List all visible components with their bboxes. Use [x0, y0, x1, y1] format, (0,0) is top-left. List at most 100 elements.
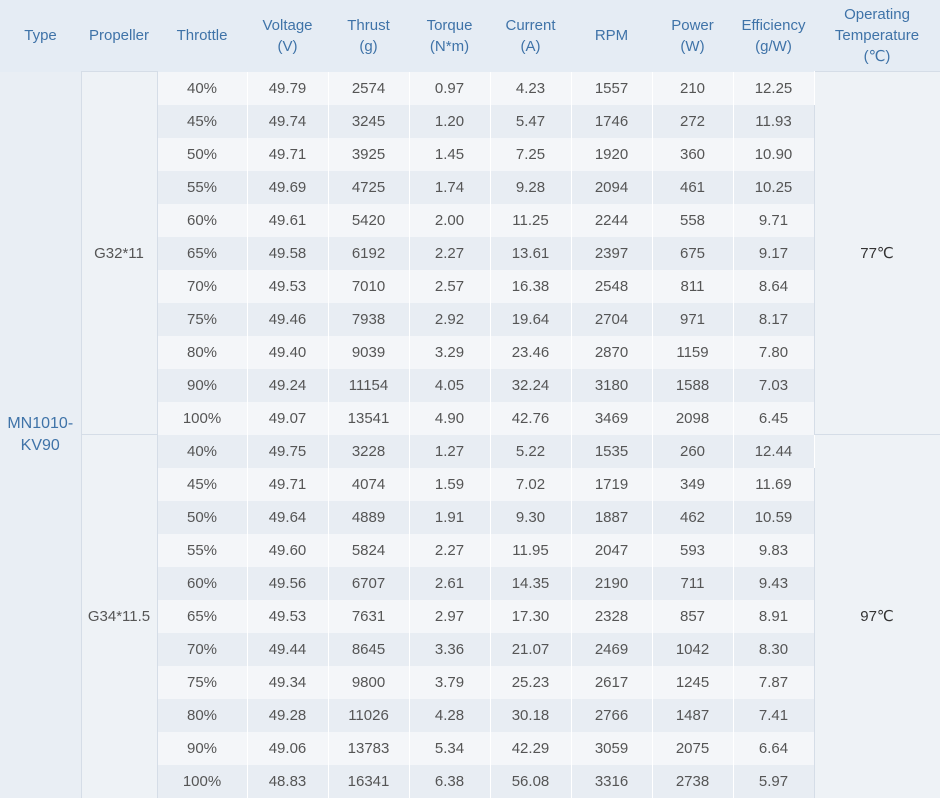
efficiency-cell: 5.97 — [733, 764, 815, 798]
column-header-voltage-line2: (V) — [277, 37, 298, 55]
rpm-cell: 2548 — [571, 269, 653, 303]
voltage-cell: 49.44 — [247, 632, 329, 666]
voltage-cell: 49.07 — [247, 401, 329, 435]
propeller-cell: G32*11 — [81, 71, 158, 435]
column-header-rpm-line1: RPM — [594, 27, 629, 45]
voltage-cell: 49.74 — [247, 104, 329, 138]
rpm-cell: 3469 — [571, 401, 653, 435]
thrust-cell: 13541 — [328, 401, 410, 435]
throttle-cell: 45% — [156, 467, 248, 501]
operating-temperature-cell: 97℃ — [813, 434, 940, 798]
voltage-cell: 49.06 — [247, 731, 329, 765]
current-cell: 7.25 — [490, 137, 572, 171]
torque-cell: 4.90 — [409, 401, 491, 435]
voltage-cell: 49.53 — [247, 599, 329, 633]
rpm-cell: 2094 — [571, 170, 653, 204]
efficiency-cell: 8.64 — [733, 269, 815, 303]
type-cell: MN1010- KV90 — [0, 71, 82, 798]
efficiency-cell: 9.71 — [733, 203, 815, 237]
current-cell: 9.28 — [490, 170, 572, 204]
rpm-cell: 1557 — [571, 71, 653, 105]
table-row: 55% 49.69 4725 1.74 9.28 2094 461 10.25 — [0, 170, 940, 204]
table-row: G34*11.5 40% 49.75 3228 1.27 5.22 1535 260 12.44… — [0, 434, 940, 798]
throttle-cell: 80% — [156, 698, 248, 732]
column-header-efficiency-line1: Efficiency — [741, 16, 806, 34]
throttle-cell: 70% — [156, 269, 248, 303]
torque-cell: 2.97 — [409, 599, 491, 633]
torque-cell: 1.91 — [409, 500, 491, 534]
rpm-cell: 2870 — [571, 335, 653, 369]
torque-cell: 5.34 — [409, 731, 491, 765]
voltage-cell: 49.34 — [247, 665, 329, 699]
table-row: 80% 49.40 9039 3.29 23.46 2870 1159 7.80 — [0, 335, 940, 369]
voltage-cell: 49.60 — [247, 533, 329, 567]
column-header-torque: Torque (N*m) — [409, 0, 490, 72]
table-row: 60% 49.61 5420 2.00 11.25 2244 558 9.71 — [0, 203, 940, 237]
torque-cell: 3.79 — [409, 665, 491, 699]
voltage-cell: 49.56 — [247, 566, 329, 600]
power-cell: 260 — [652, 434, 734, 468]
thrust-cell: 2574 — [328, 71, 410, 105]
efficiency-cell: 6.45 — [733, 401, 815, 435]
power-cell: 1245 — [652, 665, 734, 699]
column-header-power-line1: Power — [671, 16, 714, 34]
thrust-cell: 7938 — [328, 302, 410, 336]
column-header-voltage: Voltage (V) — [247, 0, 328, 72]
column-header-operating-temperature-line1: Operating — [844, 6, 910, 23]
current-cell: 11.95 — [490, 533, 572, 567]
power-cell: 2738 — [652, 764, 734, 798]
torque-cell: 1.45 — [409, 137, 491, 171]
rpm-cell: 3180 — [571, 368, 653, 402]
column-header-torque-line1: Torque — [426, 16, 473, 34]
torque-cell: 3.29 — [409, 335, 491, 369]
current-cell: 14.35 — [490, 566, 572, 600]
throttle-cell: 90% — [156, 731, 248, 765]
table-row: 90% 49.24 11154 4.05 32.24 3180 1588 7.03 — [0, 368, 940, 402]
throttle-cell: 100% — [156, 764, 248, 798]
torque-cell: 0.97 — [409, 71, 491, 105]
header-row: Type Propeller Throttle Voltage (V) Thrust (g)… — [0, 0, 940, 72]
column-header-propeller: Propeller — [81, 0, 157, 72]
table-row: 45% 49.71 4074 1.59 7.02 1719 349 11.69 — [0, 467, 940, 501]
efficiency-cell: 10.90 — [733, 137, 815, 171]
throttle-cell: 60% — [156, 203, 248, 237]
table-row: 100% 49.07 13541 4.90 42.76 3469 2098 6.45 — [0, 401, 940, 435]
throttle-cell: 65% — [156, 236, 248, 270]
current-cell: 56.08 — [490, 764, 572, 798]
power-cell: 2098 — [652, 401, 734, 435]
efficiency-cell: 9.17 — [733, 236, 815, 270]
rpm-cell: 2047 — [571, 533, 653, 567]
power-cell: 593 — [652, 533, 734, 567]
thrust-cell: 16341 — [328, 764, 410, 798]
efficiency-cell: 11.93 — [733, 104, 815, 138]
efficiency-cell: 6.64 — [733, 731, 815, 765]
power-cell: 1042 — [652, 632, 734, 666]
efficiency-cell: 9.83 — [733, 533, 815, 567]
voltage-cell: 49.40 — [247, 335, 329, 369]
table-row: MN1010- KV90 G32*11 40% 49.79 2574 0.97 4.23 155… — [0, 71, 940, 798]
rpm-cell: 2617 — [571, 665, 653, 699]
current-cell: 23.46 — [490, 335, 572, 369]
throttle-cell: 40% — [156, 434, 248, 468]
current-cell: 5.47 — [490, 104, 572, 138]
thrust-cell: 13783 — [328, 731, 410, 765]
voltage-cell: 48.83 — [247, 764, 329, 798]
thrust-cell: 6192 — [328, 236, 410, 270]
current-cell: 19.64 — [490, 302, 572, 336]
voltage-cell: 49.61 — [247, 203, 329, 237]
table-row: 65% 49.53 7631 2.97 17.30 2328 857 8.91 — [0, 599, 940, 633]
throttle-cell: 75% — [156, 665, 248, 699]
rpm-cell: 2704 — [571, 302, 653, 336]
current-cell: 4.23 — [490, 71, 572, 105]
column-header-thrust-line1: Thrust — [347, 16, 390, 34]
current-cell: 25.23 — [490, 665, 572, 699]
table-row: 75% 49.34 9800 3.79 25.23 2617 1245 7.87 — [0, 665, 940, 699]
thrust-cell: 7631 — [328, 599, 410, 633]
table-row: 50% 49.64 4889 1.91 9.30 1887 462 10.59 — [0, 500, 940, 534]
torque-cell: 1.59 — [409, 467, 491, 501]
column-header-throttle-line1: Throttle — [176, 27, 228, 45]
rpm-cell: 1746 — [571, 104, 653, 138]
voltage-cell: 49.79 — [247, 71, 329, 105]
thrust-cell: 8645 — [328, 632, 410, 666]
